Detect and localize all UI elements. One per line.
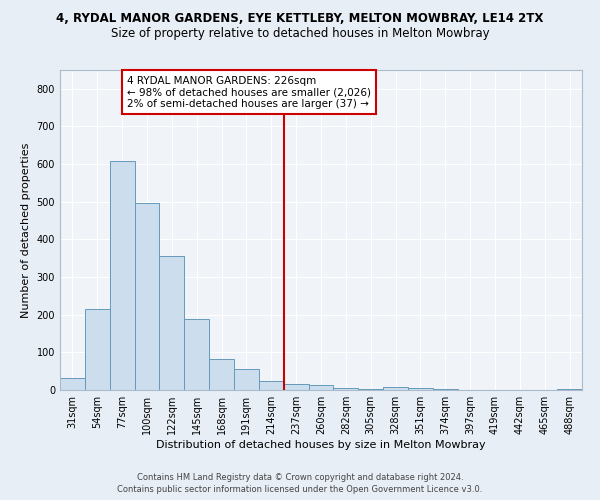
Bar bbox=[284, 384, 308, 390]
Text: 4, RYDAL MANOR GARDENS, EYE KETTLEBY, MELTON MOWBRAY, LE14 2TX: 4, RYDAL MANOR GARDENS, EYE KETTLEBY, ME… bbox=[56, 12, 544, 26]
X-axis label: Distribution of detached houses by size in Melton Mowbray: Distribution of detached houses by size … bbox=[156, 440, 486, 450]
Bar bbox=[85, 309, 110, 390]
Bar bbox=[184, 319, 209, 390]
Bar bbox=[358, 389, 383, 390]
Text: Size of property relative to detached houses in Melton Mowbray: Size of property relative to detached ho… bbox=[110, 28, 490, 40]
Text: Contains HM Land Registry data © Crown copyright and database right 2024.: Contains HM Land Registry data © Crown c… bbox=[137, 473, 463, 482]
Bar bbox=[308, 386, 334, 390]
Text: 4 RYDAL MANOR GARDENS: 226sqm
← 98% of detached houses are smaller (2,026)
2% of: 4 RYDAL MANOR GARDENS: 226sqm ← 98% of d… bbox=[127, 76, 371, 109]
Bar bbox=[383, 387, 408, 390]
Bar bbox=[408, 388, 433, 390]
Text: Contains public sector information licensed under the Open Government Licence v3: Contains public sector information licen… bbox=[118, 486, 482, 494]
Bar bbox=[259, 380, 284, 390]
Bar bbox=[60, 378, 85, 390]
Y-axis label: Number of detached properties: Number of detached properties bbox=[21, 142, 31, 318]
Bar bbox=[209, 359, 234, 390]
Bar bbox=[134, 204, 160, 390]
Bar bbox=[234, 370, 259, 390]
Bar bbox=[433, 389, 458, 390]
Bar bbox=[160, 256, 184, 390]
Bar bbox=[557, 389, 582, 390]
Bar bbox=[110, 161, 134, 390]
Bar bbox=[334, 388, 358, 390]
